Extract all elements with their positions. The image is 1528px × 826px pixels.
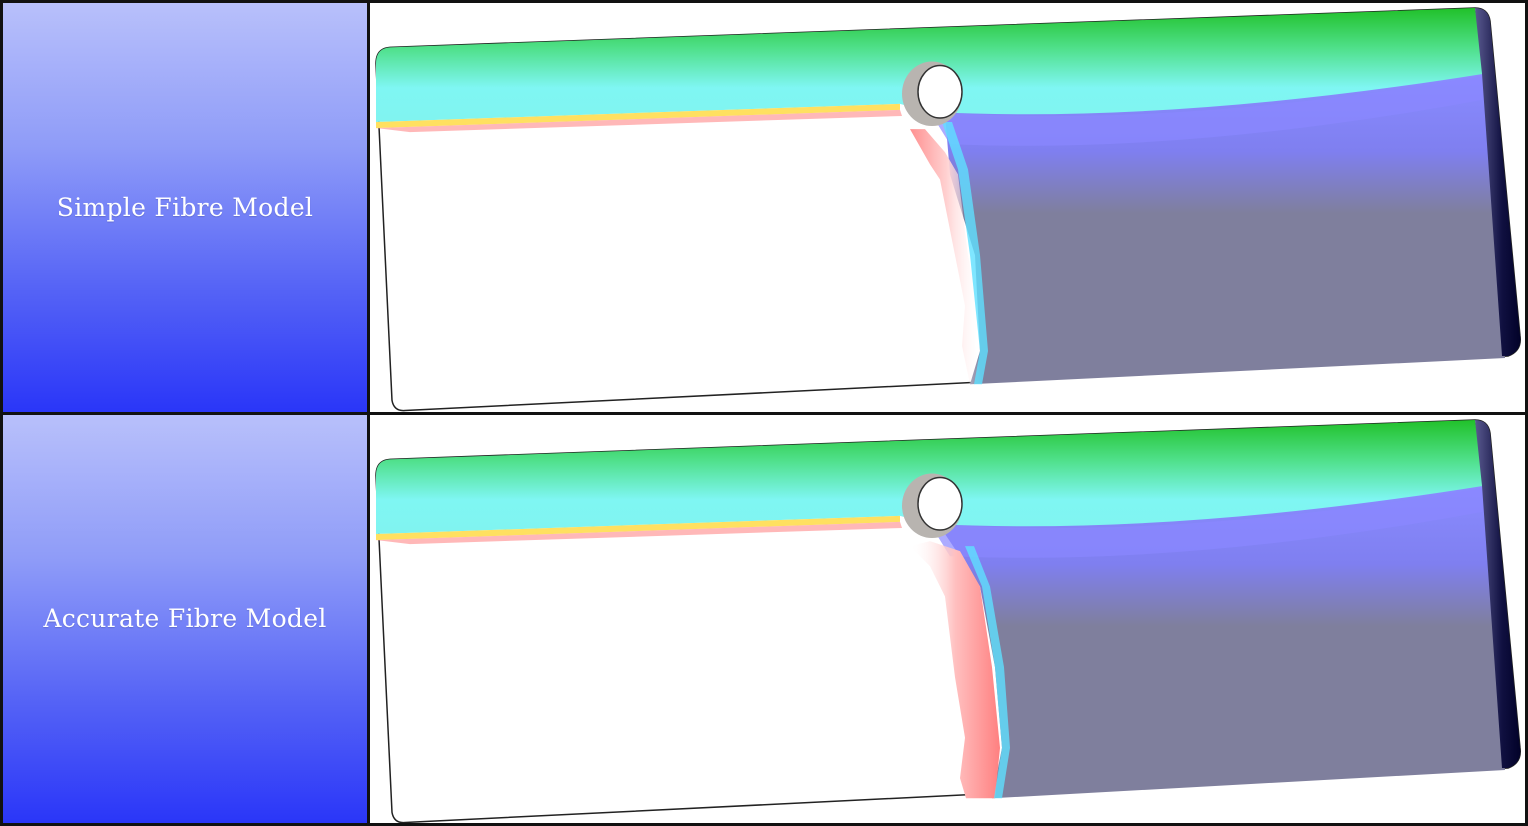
fibre-render-accurate bbox=[375, 418, 1521, 823]
row-label-cell-simple: Simple Fibre Model bbox=[3, 3, 367, 412]
fibre-render-simple bbox=[375, 7, 1521, 412]
row-label-cell-accurate: Accurate Fibre Model bbox=[3, 414, 367, 823]
row-label-simple: Simple Fibre Model bbox=[56, 192, 314, 222]
simulation-image-accurate bbox=[370, 414, 1525, 823]
simulation-image-simple bbox=[370, 3, 1525, 412]
row-label-accurate: Accurate Fibre Model bbox=[43, 604, 327, 634]
